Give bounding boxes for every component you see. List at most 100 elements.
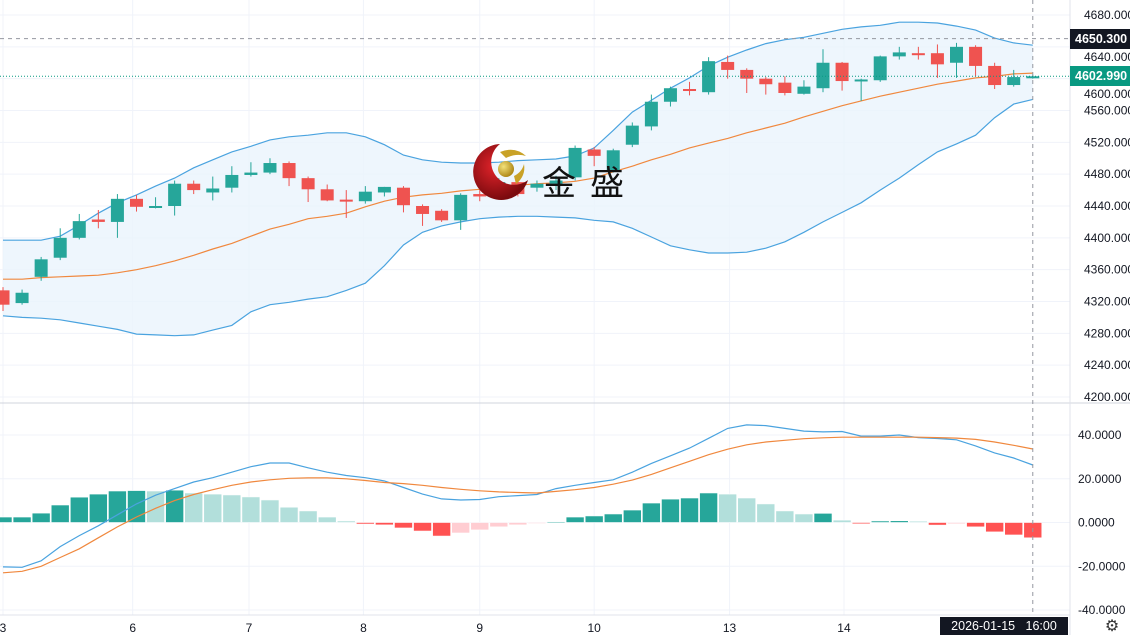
- candle-up: [606, 150, 620, 171]
- histogram-bar: [889, 520, 909, 523]
- candle-up: [15, 292, 29, 304]
- histogram-bar: [336, 520, 356, 523]
- candle-down: [683, 89, 697, 92]
- time-axis[interactable]: 3 6 7 8 9 10 13 14: [0, 621, 851, 635]
- candle-down: [969, 46, 983, 66]
- gear-icon[interactable]: ⚙: [1104, 618, 1120, 635]
- histogram-bar: [851, 522, 871, 525]
- candle-up: [168, 183, 182, 206]
- candle-down: [587, 149, 601, 156]
- time-tick-label: 7: [246, 621, 253, 635]
- histogram-bar: [0, 516, 13, 523]
- candle-up: [225, 174, 239, 188]
- histogram-bar: [108, 490, 127, 523]
- candle-up: [663, 88, 677, 102]
- histogram-bar: [623, 509, 642, 523]
- histogram-bar: [966, 522, 985, 528]
- candle-up: [549, 180, 563, 184]
- crosshair-price-label: 4650.300: [1070, 29, 1130, 49]
- candle-up: [892, 52, 906, 57]
- candle-down: [835, 62, 849, 82]
- time-tick-label: 3: [0, 621, 7, 635]
- candle-down: [435, 210, 449, 221]
- candle-down: [740, 69, 754, 79]
- histogram-bar: [203, 493, 223, 523]
- candle-up: [873, 56, 887, 81]
- candle-down: [721, 61, 735, 70]
- histogram-bar: [279, 506, 299, 523]
- histogram-bar: [527, 522, 547, 524]
- price-tick-label: 4640.000: [1084, 50, 1130, 64]
- histogram-bar: [909, 520, 928, 523]
- histogram-bar: [1004, 522, 1024, 536]
- histogram-bar: [756, 503, 776, 523]
- candle-up: [53, 237, 67, 258]
- histogram-bar: [794, 513, 814, 523]
- histogram-bar: [12, 516, 32, 523]
- candle-up: [1007, 77, 1021, 86]
- histogram-bar: [375, 522, 394, 526]
- candle-down: [416, 206, 430, 214]
- candle-up: [530, 183, 544, 188]
- candle-up: [797, 86, 811, 94]
- histogram-bar: [241, 496, 261, 523]
- bollinger-upper-line: [3, 21, 1033, 241]
- time-tick-label: 14: [837, 621, 851, 635]
- price-lines: [0, 0, 1070, 615]
- candle-down: [339, 199, 353, 202]
- candle-down: [0, 290, 10, 305]
- price-tick-label: 4240.000: [1084, 358, 1130, 372]
- histogram-bar: [127, 490, 146, 523]
- logo-text: 金盛: [542, 164, 638, 204]
- macd-tick-label: -20.0000: [1078, 559, 1126, 573]
- candle-up: [454, 194, 468, 221]
- histogram-bar: [584, 515, 604, 523]
- candle-up: [263, 163, 277, 173]
- histogram-bar: [451, 522, 470, 534]
- candle-down: [911, 53, 925, 56]
- histogram-bar: [69, 496, 89, 523]
- time-tick-label: 9: [476, 621, 483, 635]
- histogram-bar: [813, 513, 833, 523]
- candle-up: [644, 101, 658, 127]
- price-tick-label: 4400.000: [1084, 231, 1130, 245]
- candle-down: [301, 178, 315, 190]
- histogram-bar: [737, 497, 757, 523]
- candle-up: [1026, 76, 1040, 79]
- candle-up: [625, 125, 639, 145]
- macd-lines: [2, 424, 1034, 574]
- candle-up: [244, 172, 258, 175]
- candle-down: [759, 78, 773, 85]
- bollinger-lower-line: [2, 98, 1033, 337]
- macd-axis[interactable]: 40.0000 20.0000 0.0000 -20.0000 -40.0000: [1078, 428, 1126, 617]
- histogram-bar: [565, 516, 585, 523]
- histogram-bar: [832, 519, 852, 523]
- histogram-bar: [489, 522, 509, 528]
- candle-down: [778, 82, 792, 93]
- histogram-bar: [699, 492, 718, 523]
- price-tick-label: 4440.000: [1084, 199, 1130, 213]
- histogram-bar: [413, 522, 432, 532]
- candle-down: [988, 65, 1002, 86]
- candle-up: [950, 46, 963, 63]
- logo-emblem-icon: [473, 144, 528, 200]
- histogram-bar: [432, 522, 451, 537]
- histogram-bar: [661, 498, 680, 523]
- histogram-bar: [165, 489, 184, 523]
- histogram-bar: [718, 493, 737, 523]
- price-tick-label: 4560.000: [1084, 104, 1130, 118]
- price-axis[interactable]: 4680.000 4640.000 4600.000 4560.000 4520.000…: [1084, 8, 1130, 404]
- price-tick-label: 4360.000: [1084, 263, 1130, 277]
- histogram-bar: [260, 499, 280, 523]
- price-tick-label: 4600.000: [1084, 87, 1130, 101]
- histogram-bar: [680, 497, 699, 523]
- price-tick-label: 4520.000: [1084, 135, 1130, 149]
- histogram-bar: [298, 510, 318, 523]
- candle-up: [358, 191, 372, 202]
- histogram-bar: [50, 504, 70, 523]
- time-tick-label: 6: [129, 621, 136, 635]
- price-tick-label: 4480.000: [1084, 167, 1130, 181]
- price-tick-label: 4280.000: [1084, 326, 1130, 340]
- last-price-label: 4602.990: [1070, 66, 1130, 86]
